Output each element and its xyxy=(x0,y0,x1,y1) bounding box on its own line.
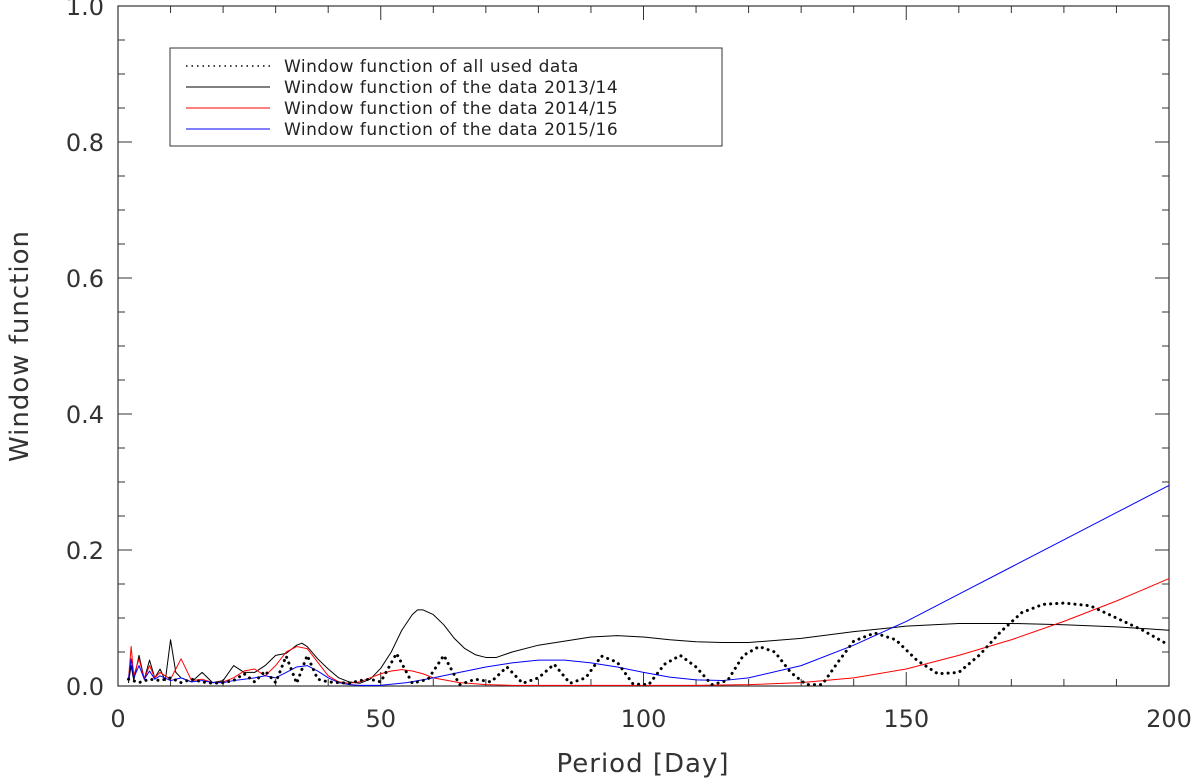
y-tick-label: 0.0 xyxy=(66,673,104,701)
legend-box xyxy=(169,47,723,147)
legend-label-all-data: Window function of all used data xyxy=(284,57,579,77)
x-axis-label: Period [Day] xyxy=(557,749,730,779)
series-2013-14 xyxy=(128,609,1170,684)
tick-labels: 0 50 100 150 200 0.0 0.2 0.4 0.6 0.8 1.0 xyxy=(66,0,1192,733)
y-tick-label: 0.8 xyxy=(66,129,104,157)
y-axis-label: Window function xyxy=(5,230,35,462)
legend-label-2013-14: Window function of the data 2013/14 xyxy=(284,78,618,98)
y-tick-label: 0.4 xyxy=(66,401,104,429)
axis-ticks xyxy=(117,5,1170,687)
series-2015-16 xyxy=(128,484,1170,686)
x-tick-label: 200 xyxy=(1146,705,1192,733)
x-tick-label: 150 xyxy=(883,705,929,733)
y-tick-label: 0.2 xyxy=(66,537,104,565)
x-tick-label: 50 xyxy=(365,705,396,733)
series-all-used-data xyxy=(127,601,1171,687)
legend-label-2014-15: Window function of the data 2014/15 xyxy=(284,99,618,119)
series-2014-15 xyxy=(128,578,1170,686)
y-tick-label: 0.6 xyxy=(66,265,104,293)
x-tick-label: 0 xyxy=(110,705,125,733)
legend-label-2015-16: Window function of the data 2015/16 xyxy=(284,120,618,140)
x-tick-label: 100 xyxy=(621,705,667,733)
series-layer xyxy=(127,484,1171,687)
legend: Window function of all used data Window … xyxy=(169,47,723,147)
y-tick-label: 1.0 xyxy=(66,0,104,21)
